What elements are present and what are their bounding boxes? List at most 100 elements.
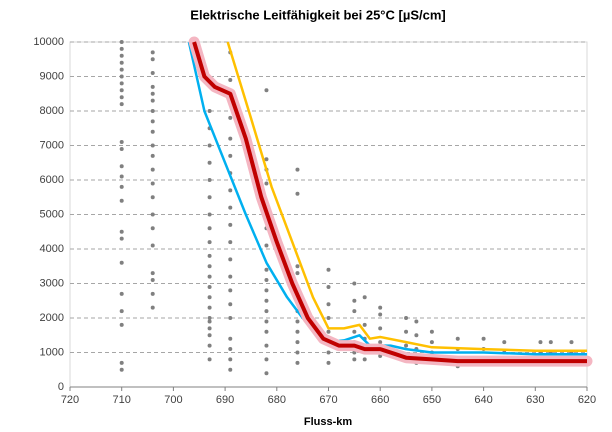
y-tick-label: 6000 (40, 174, 64, 186)
x-tick-label: 720 (61, 394, 79, 406)
data-point (414, 319, 419, 324)
data-point (150, 271, 155, 276)
data-point (119, 174, 124, 179)
data-point (207, 226, 212, 231)
chart-title: Elektrische Leitfähigkeit bei 25°C [µS/c… (190, 7, 445, 22)
data-point (455, 336, 460, 341)
data-point (295, 360, 300, 365)
x-tick-label: 690 (216, 394, 234, 406)
data-point (548, 340, 553, 345)
data-point (264, 298, 269, 303)
data-point (429, 329, 434, 334)
data-point (150, 167, 155, 172)
y-tick-label: 2000 (40, 312, 64, 324)
data-point (119, 322, 124, 327)
data-point (295, 329, 300, 334)
data-point (150, 305, 155, 310)
data-point (150, 119, 155, 124)
data-point (207, 240, 212, 245)
data-point (404, 343, 409, 348)
data-point (538, 340, 543, 345)
data-point (207, 274, 212, 279)
data-point (119, 146, 124, 151)
data-point (228, 288, 233, 293)
data-point (326, 284, 331, 289)
data-point (326, 360, 331, 365)
y-tick-label: 5000 (40, 208, 64, 220)
data-point (295, 264, 300, 269)
data-point (119, 360, 124, 365)
data-point (378, 340, 383, 345)
data-point (150, 212, 155, 217)
data-point (228, 274, 233, 279)
data-point (569, 340, 574, 345)
data-point (207, 160, 212, 165)
line (187, 41, 587, 356)
data-point (228, 367, 233, 372)
x-tick-label: 620 (578, 394, 596, 406)
data-point (378, 312, 383, 317)
data-point (429, 340, 434, 345)
data-point (119, 184, 124, 189)
data-point (228, 115, 233, 120)
data-point (352, 309, 357, 314)
data-point (228, 316, 233, 320)
data-point (150, 98, 155, 103)
data-point (207, 295, 212, 300)
data-point (352, 329, 357, 334)
y-tick-label: 8000 (40, 105, 64, 117)
data-point (295, 271, 300, 276)
data-point (207, 316, 212, 320)
data-point (264, 329, 269, 334)
data-point (119, 140, 124, 145)
data-point (207, 357, 212, 362)
data-point (119, 236, 124, 241)
data-point (119, 95, 124, 100)
data-point (378, 326, 383, 331)
data-point (119, 67, 124, 72)
data-point (228, 77, 233, 82)
data-point (264, 319, 269, 324)
data-point (228, 153, 233, 158)
data-point (150, 109, 155, 113)
data-point (228, 136, 233, 141)
data-point (264, 243, 269, 248)
x-tick-label: 700 (164, 394, 182, 406)
data-point (326, 267, 331, 272)
data-point (150, 226, 155, 231)
data-point (228, 257, 233, 262)
data-point (295, 340, 300, 345)
data-point (295, 350, 300, 355)
y-tick-label: 1000 (40, 346, 64, 358)
x-axis-title: Fluss-km (304, 416, 353, 428)
data-point (207, 326, 212, 331)
data-point (119, 309, 124, 314)
data-point (352, 281, 357, 286)
data-point (481, 336, 486, 341)
data-point (264, 181, 269, 186)
data-point (119, 60, 124, 65)
data-point (228, 188, 233, 193)
data-point (119, 102, 124, 107)
data-point (228, 240, 233, 245)
y-tick-label: 7000 (40, 139, 64, 151)
data-point (119, 53, 124, 58)
data-point (264, 371, 269, 376)
x-tick-label: 640 (474, 394, 492, 406)
data-point (295, 191, 300, 196)
data-point (362, 357, 367, 362)
data-point (207, 284, 212, 289)
data-point (207, 343, 212, 348)
data-point (119, 40, 124, 44)
data-point (207, 253, 212, 258)
line-band (188, 36, 593, 367)
y-tick-label: 4000 (40, 243, 64, 255)
data-point (207, 333, 212, 338)
data-point (150, 50, 155, 55)
data-point (150, 57, 155, 62)
data-point (295, 167, 300, 172)
data-point (228, 205, 233, 210)
data-point (119, 291, 124, 296)
